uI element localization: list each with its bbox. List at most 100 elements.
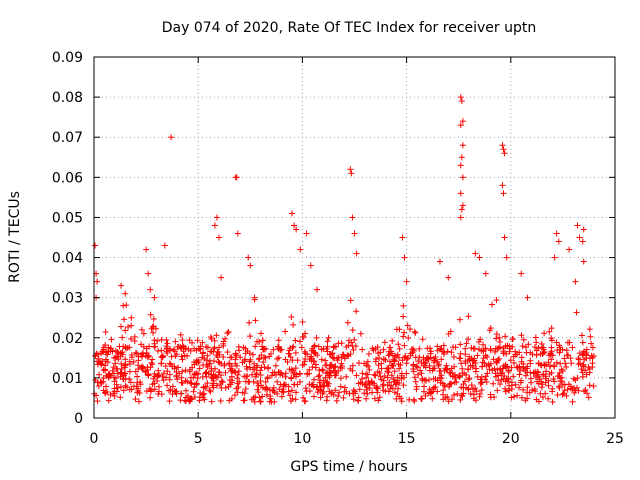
- data-point: [380, 377, 387, 384]
- data-point: [220, 342, 227, 349]
- data-point: [556, 384, 563, 391]
- data-point: [92, 242, 99, 249]
- data-point: [343, 373, 350, 380]
- data-point: [458, 98, 465, 105]
- data-point: [234, 375, 241, 382]
- data-point: [254, 362, 261, 369]
- data-point: [434, 377, 441, 384]
- data-point: [108, 336, 115, 343]
- data-point: [289, 395, 296, 402]
- data-point: [517, 367, 524, 374]
- data-point: [400, 313, 407, 320]
- data-point: [120, 302, 127, 309]
- data-point: [120, 343, 127, 350]
- data-point: [95, 351, 102, 358]
- data-point: [470, 391, 477, 398]
- data-point: [126, 368, 133, 375]
- data-point: [110, 364, 117, 371]
- data-point: [502, 388, 509, 395]
- data-point: [457, 214, 464, 221]
- data-point: [357, 330, 364, 337]
- data-point: [430, 365, 437, 372]
- data-point: [463, 384, 470, 391]
- data-point: [319, 367, 326, 374]
- data-point: [313, 334, 320, 341]
- data-point: [359, 375, 366, 382]
- data-point: [259, 393, 266, 400]
- data-point: [569, 344, 576, 351]
- data-point: [482, 352, 489, 359]
- data-point: [133, 350, 140, 357]
- data-point: [207, 371, 214, 378]
- data-point: [540, 344, 547, 351]
- data-point: [151, 294, 158, 301]
- chart-title: Day 074 of 2020, Rate Of TEC Index for r…: [162, 20, 537, 36]
- data-point: [220, 354, 227, 361]
- data-point: [484, 370, 491, 377]
- data-point: [583, 355, 590, 362]
- data-point: [363, 362, 370, 369]
- data-point: [548, 325, 555, 332]
- data-point: [254, 386, 261, 393]
- data-point: [122, 327, 129, 334]
- data-point: [461, 378, 468, 385]
- data-point: [350, 396, 357, 403]
- data-point: [438, 356, 445, 363]
- data-point: [477, 380, 484, 387]
- data-point: [579, 339, 586, 346]
- data-point: [411, 374, 418, 381]
- data-point: [322, 357, 329, 364]
- data-point: [144, 366, 151, 373]
- data-point: [112, 354, 119, 361]
- data-point: [506, 348, 513, 355]
- data-point: [151, 340, 158, 347]
- data-point: [465, 313, 472, 320]
- data-point: [289, 387, 296, 394]
- data-point: [568, 360, 575, 367]
- data-point: [574, 384, 581, 391]
- data-point: [228, 354, 235, 361]
- data-point: [179, 356, 186, 363]
- data-point: [467, 390, 474, 397]
- data-point: [341, 355, 348, 362]
- data-point: [496, 334, 503, 341]
- data-point: [345, 352, 352, 359]
- data-point: [537, 390, 544, 397]
- data-point: [400, 302, 407, 309]
- data-point: [306, 387, 313, 394]
- data-point: [118, 282, 125, 289]
- data-point: [171, 388, 178, 395]
- data-point: [462, 358, 469, 365]
- data-point: [274, 378, 281, 385]
- data-point: [447, 328, 454, 335]
- data-point: [412, 378, 419, 385]
- data-point: [352, 343, 359, 350]
- data-point: [325, 334, 332, 341]
- data-point: [390, 362, 397, 369]
- data-point: [401, 254, 408, 261]
- data-point: [232, 360, 239, 367]
- data-point: [353, 308, 360, 315]
- data-point: [551, 363, 558, 370]
- x-tick-label: 25: [606, 431, 624, 447]
- data-point: [463, 340, 470, 347]
- data-point: [384, 382, 391, 389]
- data-point: [550, 376, 557, 383]
- data-point: [435, 361, 442, 368]
- y-tick-label: 0.06: [52, 170, 83, 186]
- data-point: [242, 385, 249, 392]
- data-point: [450, 353, 457, 360]
- data-point: [392, 381, 399, 388]
- data-point: [486, 366, 493, 373]
- data-point: [415, 371, 422, 378]
- data-point: [296, 370, 303, 377]
- data-point: [264, 374, 271, 381]
- data-point: [522, 397, 529, 404]
- data-point: [454, 390, 461, 397]
- data-point: [285, 350, 292, 357]
- data-point: [102, 342, 109, 349]
- data-point: [576, 350, 583, 357]
- data-point: [520, 336, 527, 343]
- data-point: [149, 381, 156, 388]
- data-point: [457, 162, 464, 169]
